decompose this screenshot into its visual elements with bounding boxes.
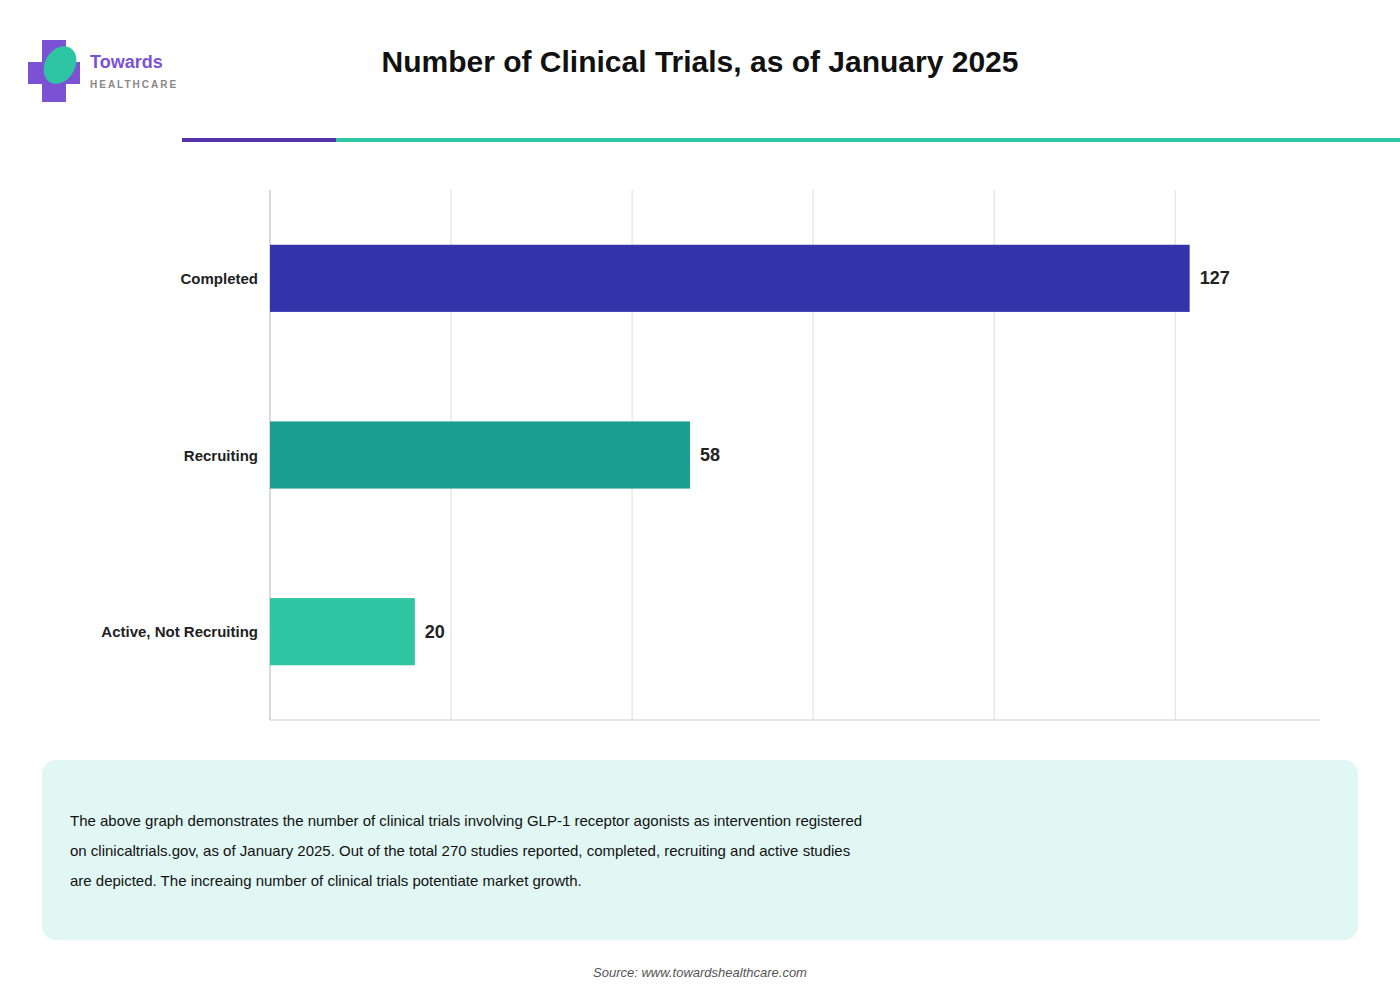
annotation-line: are depicted. The increaing number of cl… — [70, 872, 582, 889]
x-axis-line — [270, 720, 1320, 721]
background — [0, 0, 1400, 997]
bar — [270, 245, 1190, 312]
header-line — [336, 138, 1400, 142]
bar — [270, 421, 690, 488]
data-label: 127 — [1200, 268, 1230, 288]
y-tick-label: Recruiting — [184, 447, 258, 464]
data-label: 20 — [425, 622, 445, 642]
y-tick-label: Completed — [180, 270, 258, 287]
title: Number of Clinical Trials, as of January… — [382, 45, 1019, 78]
bars — [270, 245, 1190, 665]
logo-text: Towards — [90, 52, 163, 72]
plot-area — [270, 190, 1320, 720]
annotation-line: The above graph demonstrates the number … — [70, 812, 862, 829]
chart-svg: Number of Clinical Trials, as of January… — [0, 0, 1400, 997]
logo-leaf — [37, 40, 83, 90]
source: Source: www.towardshealthcare.com — [593, 965, 807, 980]
header-line — [182, 138, 336, 142]
annotation: The above graph demonstrates the number … — [70, 812, 862, 889]
bar — [270, 598, 415, 665]
annotation-box — [42, 760, 1358, 940]
chart-container: Number of Clinical Trials, as of January… — [0, 0, 1400, 997]
logo-subtext: HEALTHCARE — [90, 79, 178, 90]
y-tick-label: Active, Not Recruiting — [101, 623, 258, 640]
data-label: 58 — [700, 445, 720, 465]
annotation-line: on clinicaltrials.gov, as of January 202… — [70, 842, 850, 859]
logo: Towards HEALTHCARE — [28, 40, 178, 102]
